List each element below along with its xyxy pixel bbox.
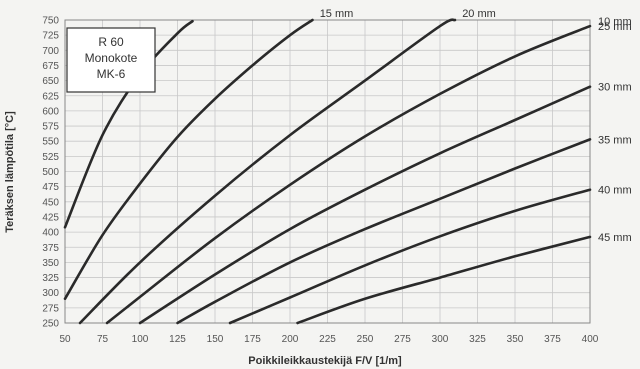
y-tick-label: 400 — [42, 228, 59, 239]
y-tick-label: 425 — [42, 212, 59, 223]
y-tick-label: 525 — [42, 152, 59, 163]
y-tick-label: 350 — [42, 258, 59, 269]
series-line — [63, 18, 314, 301]
series-label: 20 mm — [462, 8, 496, 20]
x-tick-label: 400 — [582, 334, 599, 345]
series-line — [78, 18, 457, 325]
x-tick-label: 225 — [319, 334, 336, 345]
y-tick-label: 700 — [42, 46, 59, 57]
y-tick-label: 450 — [42, 197, 59, 208]
series-label: 45 mm — [598, 232, 632, 244]
y-tick-label: 325 — [42, 273, 59, 284]
x-tick-label: 325 — [469, 334, 486, 345]
y-tick-label: 375 — [42, 243, 59, 254]
series-label: 15 mm — [320, 8, 354, 20]
x-tick-label: 250 — [357, 334, 374, 345]
series-line — [176, 138, 592, 325]
info-box-line-3: MK-6 — [97, 67, 126, 81]
y-tick-label: 300 — [42, 288, 59, 299]
y-tick-label: 550 — [42, 137, 59, 148]
plot-frame — [64, 19, 591, 324]
info-box: R 60 Monokote MK-6 — [66, 27, 156, 93]
series-line — [138, 85, 592, 325]
y-tick-label: 725 — [42, 31, 59, 42]
y-axis-label: Teräksen lämpötila [°C] — [4, 111, 16, 233]
x-tick-label: 350 — [507, 334, 524, 345]
series-label: 30 mm — [598, 82, 632, 94]
series-line — [296, 235, 592, 325]
y-tick-label: 500 — [42, 167, 59, 178]
series-label: 40 mm — [598, 185, 632, 197]
info-box-line-1: R 60 — [98, 35, 124, 49]
y-tick-label: 600 — [42, 106, 59, 117]
x-tick-label: 300 — [432, 334, 449, 345]
y-tick-label: 475 — [42, 182, 59, 193]
x-tick-label: 100 — [132, 334, 149, 345]
y-tick-label: 650 — [42, 76, 59, 87]
x-tick-label: 175 — [244, 334, 261, 345]
y-tick-label: 275 — [42, 303, 59, 314]
info-box-frame — [66, 27, 156, 93]
x-tick-label: 275 — [394, 334, 411, 345]
x-tick-label: 375 — [544, 334, 561, 345]
series-line — [228, 188, 592, 325]
y-axis-ticks: 250 275 300 325 350 375 400 425 450 475 500 525 550 5… — [42, 16, 59, 330]
x-axis-ticks: 50 75 100 125 150 175 200 225 250 275 300 325 350 375… — [59, 334, 598, 345]
x-tick-label: 75 — [97, 334, 109, 345]
x-tick-label: 150 — [207, 334, 224, 345]
series-label: 35 mm — [598, 134, 632, 146]
series-labels: 10 mm 15 mm 20 mm 25 mm 30 mm 35 mm 40 mm 45 mm — [320, 8, 632, 244]
y-tick-label: 675 — [42, 61, 59, 72]
x-tick-label: 125 — [169, 334, 186, 345]
x-tick-label: 200 — [282, 334, 299, 345]
y-tick-label: 575 — [42, 122, 59, 133]
series-label: 25 mm — [598, 21, 632, 33]
info-box-line-2: Monokote — [85, 51, 138, 65]
y-tick-label: 625 — [42, 91, 59, 102]
y-tick-label: 750 — [42, 16, 59, 27]
x-axis-label: Poikkileikkaustekijä F/V [1/m] — [248, 355, 402, 367]
series-label: 10 mm — [598, 16, 632, 28]
y-tick-label: 250 — [42, 319, 59, 330]
x-tick-label: 50 — [59, 334, 71, 345]
series-line — [105, 24, 592, 325]
